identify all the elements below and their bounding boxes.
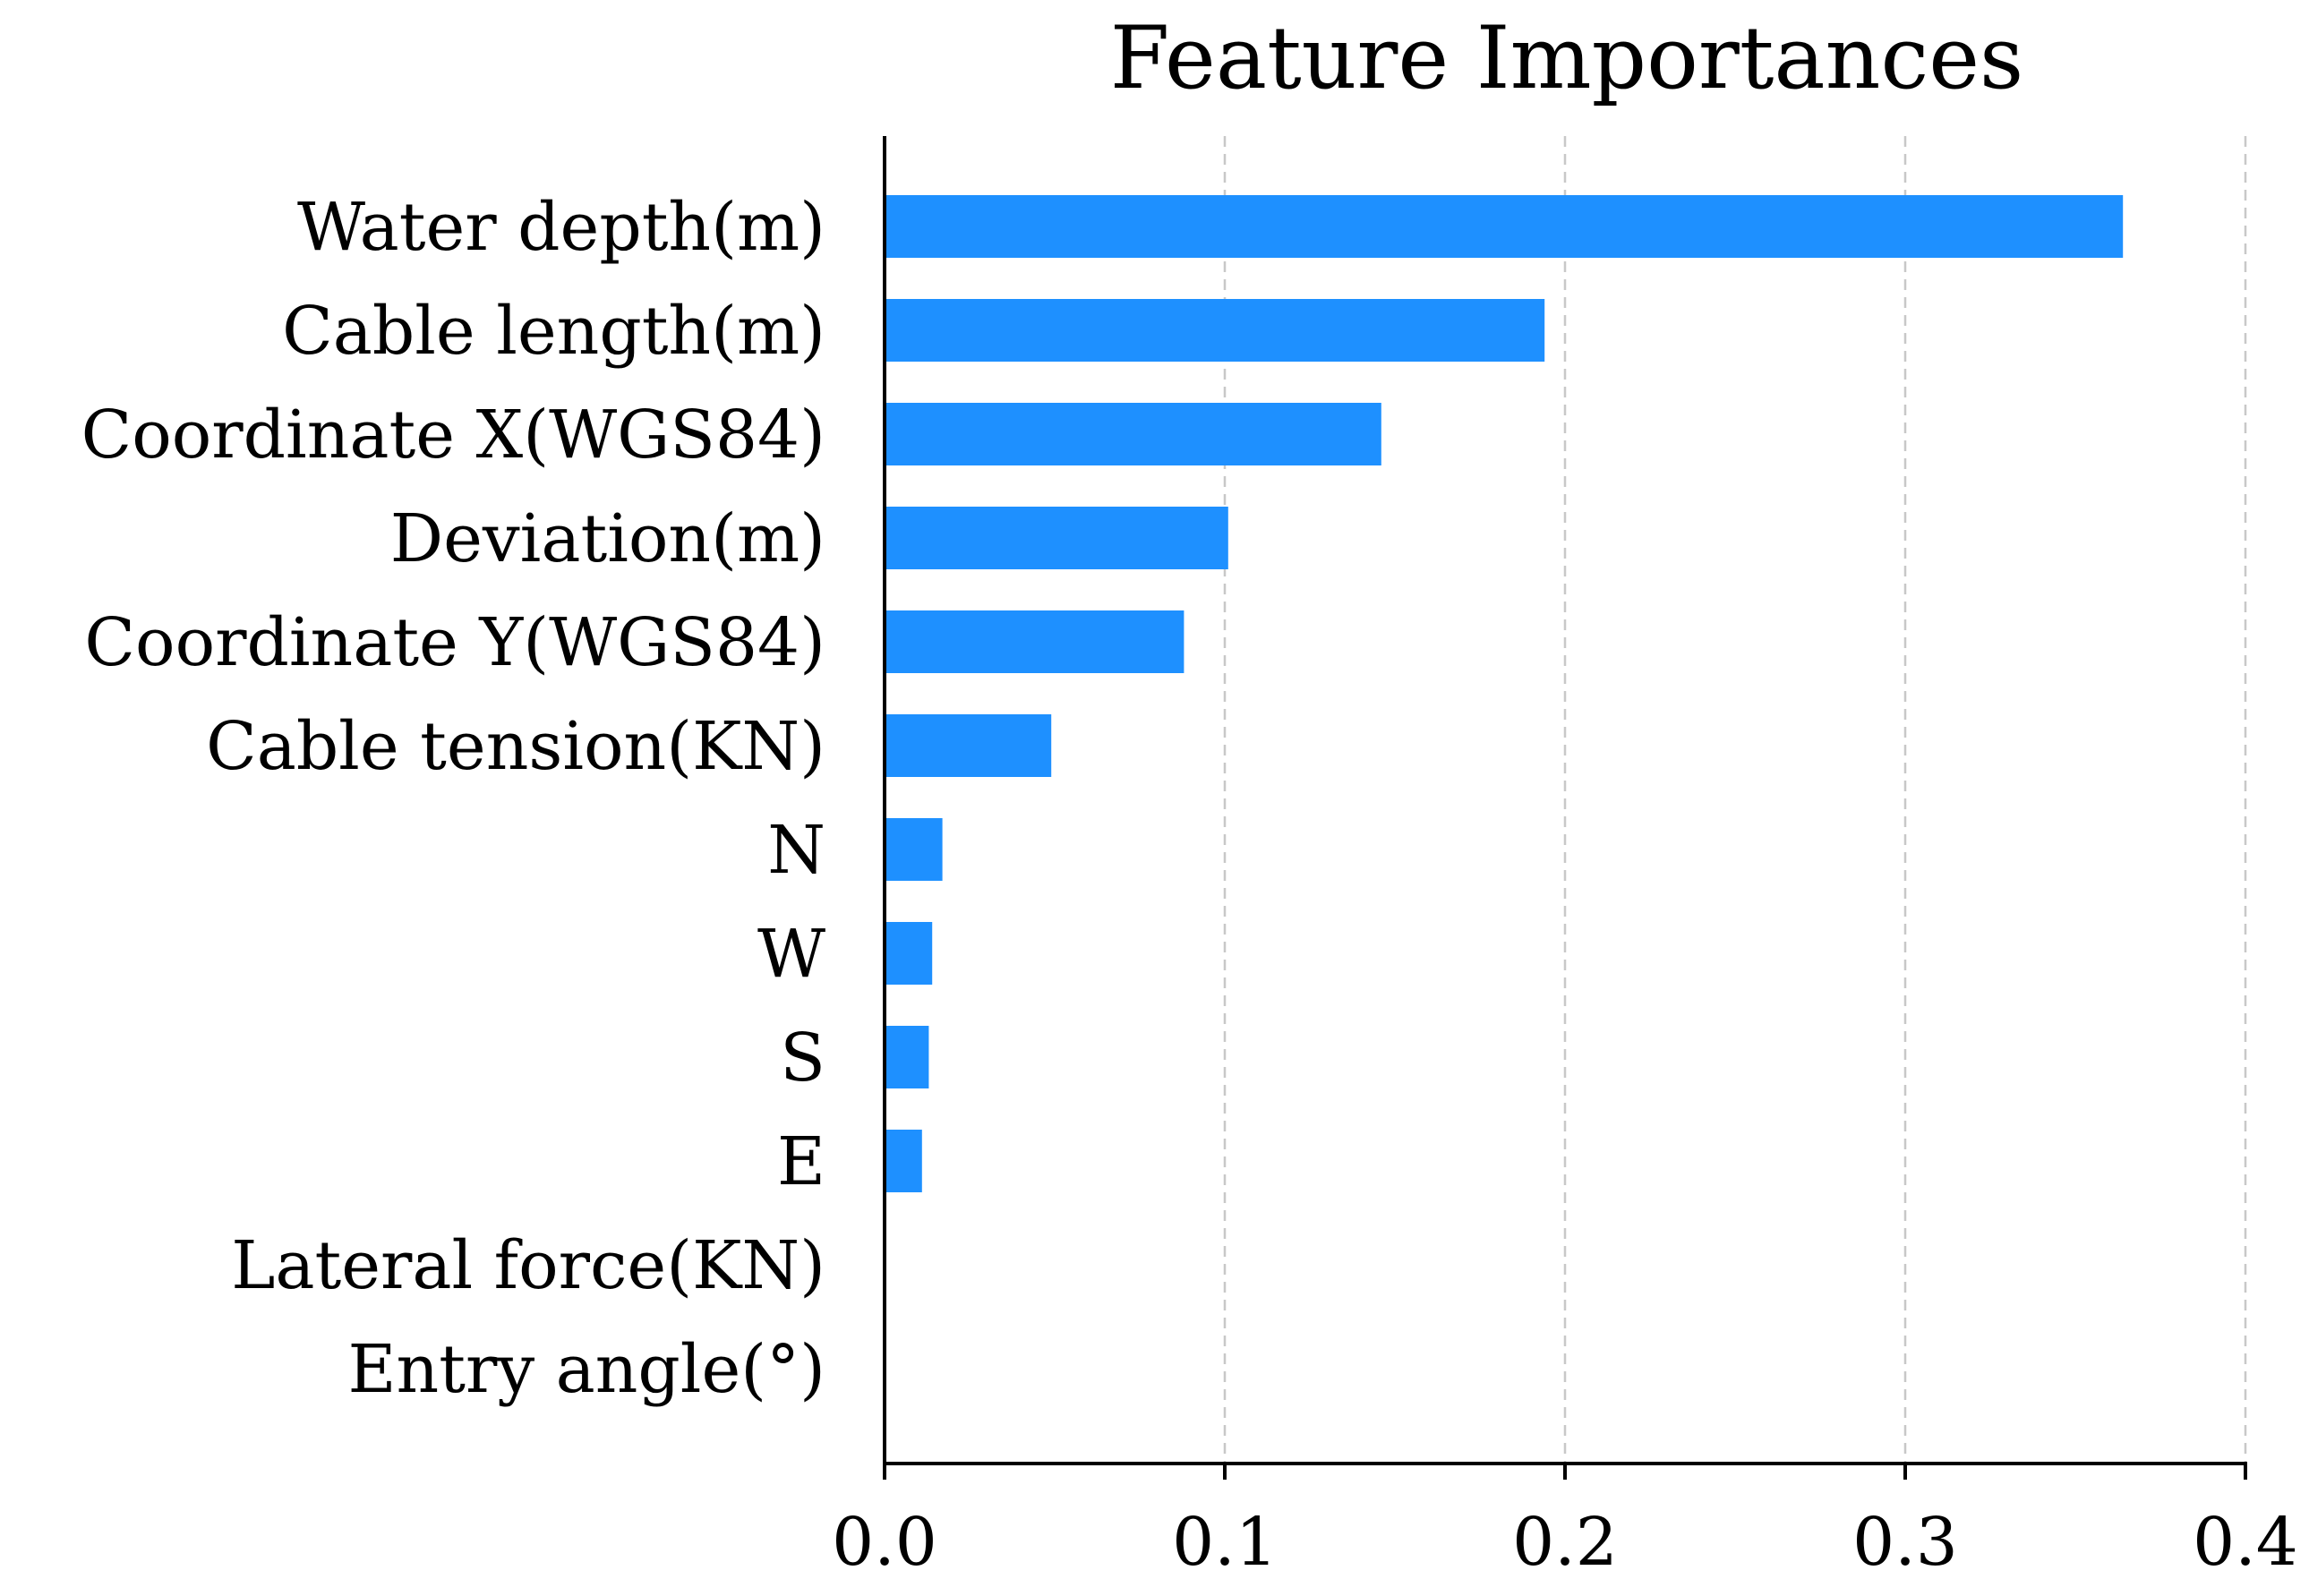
bar-9 bbox=[885, 1130, 922, 1192]
bar-4 bbox=[885, 610, 1184, 673]
category-label-3: Deviation(m) bbox=[390, 500, 825, 577]
category-label-1: Cable length(m) bbox=[282, 293, 825, 370]
category-label-7: W bbox=[757, 916, 825, 993]
bars bbox=[885, 195, 2124, 1192]
bar-3 bbox=[885, 507, 1228, 569]
category-label-5: Cable tension(KN) bbox=[206, 708, 825, 785]
chart-title: Feature Importances bbox=[1110, 8, 2024, 108]
category-label-2: Coordinate X(WGS84) bbox=[81, 397, 825, 474]
category-label-10: Lateral force(KN) bbox=[231, 1227, 825, 1304]
category-label-0: Water depth(m) bbox=[297, 189, 825, 266]
bar-0 bbox=[885, 195, 2124, 258]
category-label-4: Coordinate Y(WGS84) bbox=[84, 604, 825, 681]
category-label-11: Entry angle(°) bbox=[348, 1331, 825, 1408]
category-label-8: S bbox=[780, 1020, 825, 1097]
category-labels: Water depth(m) Cable length(m) Coordinate … bbox=[81, 189, 825, 1408]
bar-5 bbox=[885, 714, 1052, 777]
x-tick-label-2: 0.2 bbox=[1512, 1504, 1618, 1581]
bar-7 bbox=[885, 922, 933, 985]
category-label-6: N bbox=[767, 812, 825, 889]
bar-1 bbox=[885, 299, 1545, 362]
bar-8 bbox=[885, 1026, 929, 1088]
x-tick-label-0: 0.0 bbox=[832, 1504, 937, 1581]
x-tick-label-3: 0.3 bbox=[1852, 1504, 1958, 1581]
x-tick-label-1: 0.1 bbox=[1172, 1504, 1278, 1581]
bar-6 bbox=[885, 818, 943, 881]
x-tick-label-4: 0.4 bbox=[2193, 1504, 2298, 1581]
x-ticks: 0.0 0.1 0.2 0.3 0.4 bbox=[832, 1464, 2298, 1581]
bar-2 bbox=[885, 403, 1381, 465]
category-label-9: E bbox=[777, 1123, 825, 1200]
